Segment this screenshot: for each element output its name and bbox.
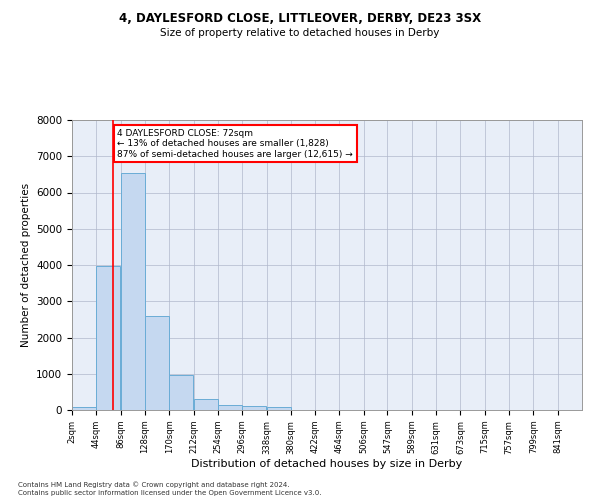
Text: Contains HM Land Registry data © Crown copyright and database right 2024.: Contains HM Land Registry data © Crown c… — [18, 481, 290, 488]
Text: Contains public sector information licensed under the Open Government Licence v3: Contains public sector information licen… — [18, 490, 322, 496]
Y-axis label: Number of detached properties: Number of detached properties — [20, 183, 31, 347]
Text: 4 DAYLESFORD CLOSE: 72sqm
← 13% of detached houses are smaller (1,828)
87% of se: 4 DAYLESFORD CLOSE: 72sqm ← 13% of detac… — [117, 129, 353, 159]
Bar — [242, 406, 266, 410]
Bar — [194, 399, 218, 410]
Bar — [121, 172, 145, 410]
Text: Size of property relative to detached houses in Derby: Size of property relative to detached ho… — [160, 28, 440, 38]
Bar — [72, 408, 96, 410]
Bar — [266, 407, 290, 410]
Bar — [169, 375, 193, 410]
Bar — [145, 316, 169, 410]
X-axis label: Distribution of detached houses by size in Derby: Distribution of detached houses by size … — [191, 460, 463, 469]
Bar — [218, 406, 242, 410]
Text: 4, DAYLESFORD CLOSE, LITTLEOVER, DERBY, DE23 3SX: 4, DAYLESFORD CLOSE, LITTLEOVER, DERBY, … — [119, 12, 481, 26]
Bar — [97, 266, 121, 410]
